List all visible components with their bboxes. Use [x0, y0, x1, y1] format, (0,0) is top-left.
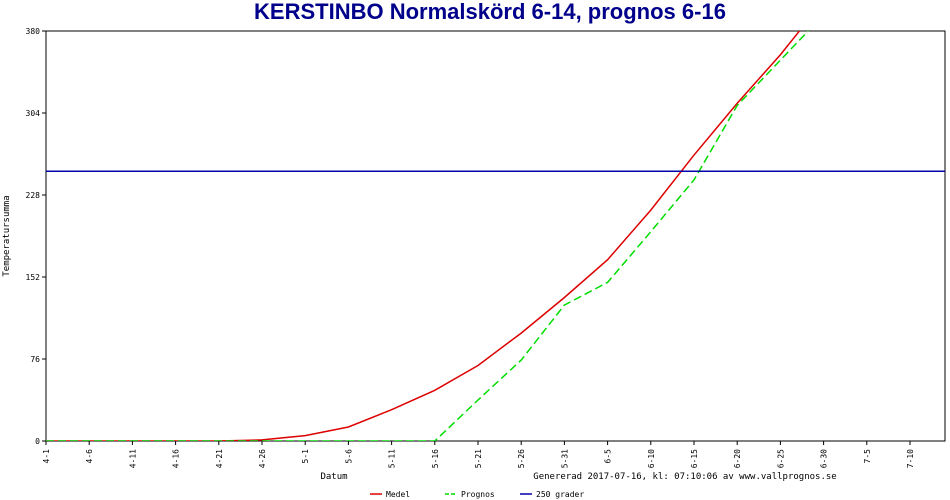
y-tick-label: 76	[30, 355, 40, 364]
y-tick-label: 0	[35, 437, 40, 446]
x-tick-label: 4-16	[172, 449, 181, 468]
x-tick-label: 4-11	[128, 449, 137, 468]
chart-title: KERSTINBO Normalskörd 6-14, prognos 6-16	[254, 0, 726, 24]
plot-area	[45, 30, 946, 442]
y-tick-label: 152	[26, 273, 41, 282]
x-tick-label: 4-1	[42, 449, 51, 464]
legend-label: 250 grader	[536, 490, 584, 499]
x-tick-label: 5-21	[474, 449, 483, 468]
x-tick-label: 5-16	[431, 449, 440, 468]
footer: Genererad 2017-07-16, kl: 07:10:06 av ww…	[533, 472, 836, 482]
x-tick-label: 4-26	[258, 449, 267, 468]
x-tick-label: 4-21	[215, 449, 224, 468]
x-tick-label: 5-31	[560, 449, 569, 468]
x-tick-label: 7-10	[906, 449, 915, 468]
y-axis-label: Temperatursumma	[2, 195, 12, 276]
y-tick-label: 304	[26, 109, 41, 118]
x-tick-label: 6-30	[820, 449, 829, 468]
x-tick-label: 6-15	[690, 449, 699, 468]
legend-label: Medel	[386, 490, 410, 499]
x-tick-label: 5-6	[344, 449, 353, 464]
x-tick-label: 5-26	[517, 449, 526, 468]
x-tick-label: 5-1	[301, 449, 310, 464]
y-tick-label: 380	[26, 27, 41, 36]
series-line	[46, 31, 810, 441]
x-tick-label: 6-10	[647, 449, 656, 468]
y-tick-label: 228	[26, 191, 41, 200]
x-tick-label: 4-6	[85, 449, 94, 464]
x-axis-label: Datum	[320, 472, 347, 482]
x-tick-label: 7-5	[863, 449, 872, 464]
x-tick-label: 5-11	[388, 449, 397, 468]
series-line	[46, 31, 801, 441]
plot-lines	[46, 31, 945, 441]
x-tick-label: 6-5	[604, 449, 613, 464]
x-tick-label: 6-25	[776, 449, 785, 468]
legend-label: Prognos	[461, 490, 495, 499]
x-tick-label: 6-20	[733, 449, 742, 468]
